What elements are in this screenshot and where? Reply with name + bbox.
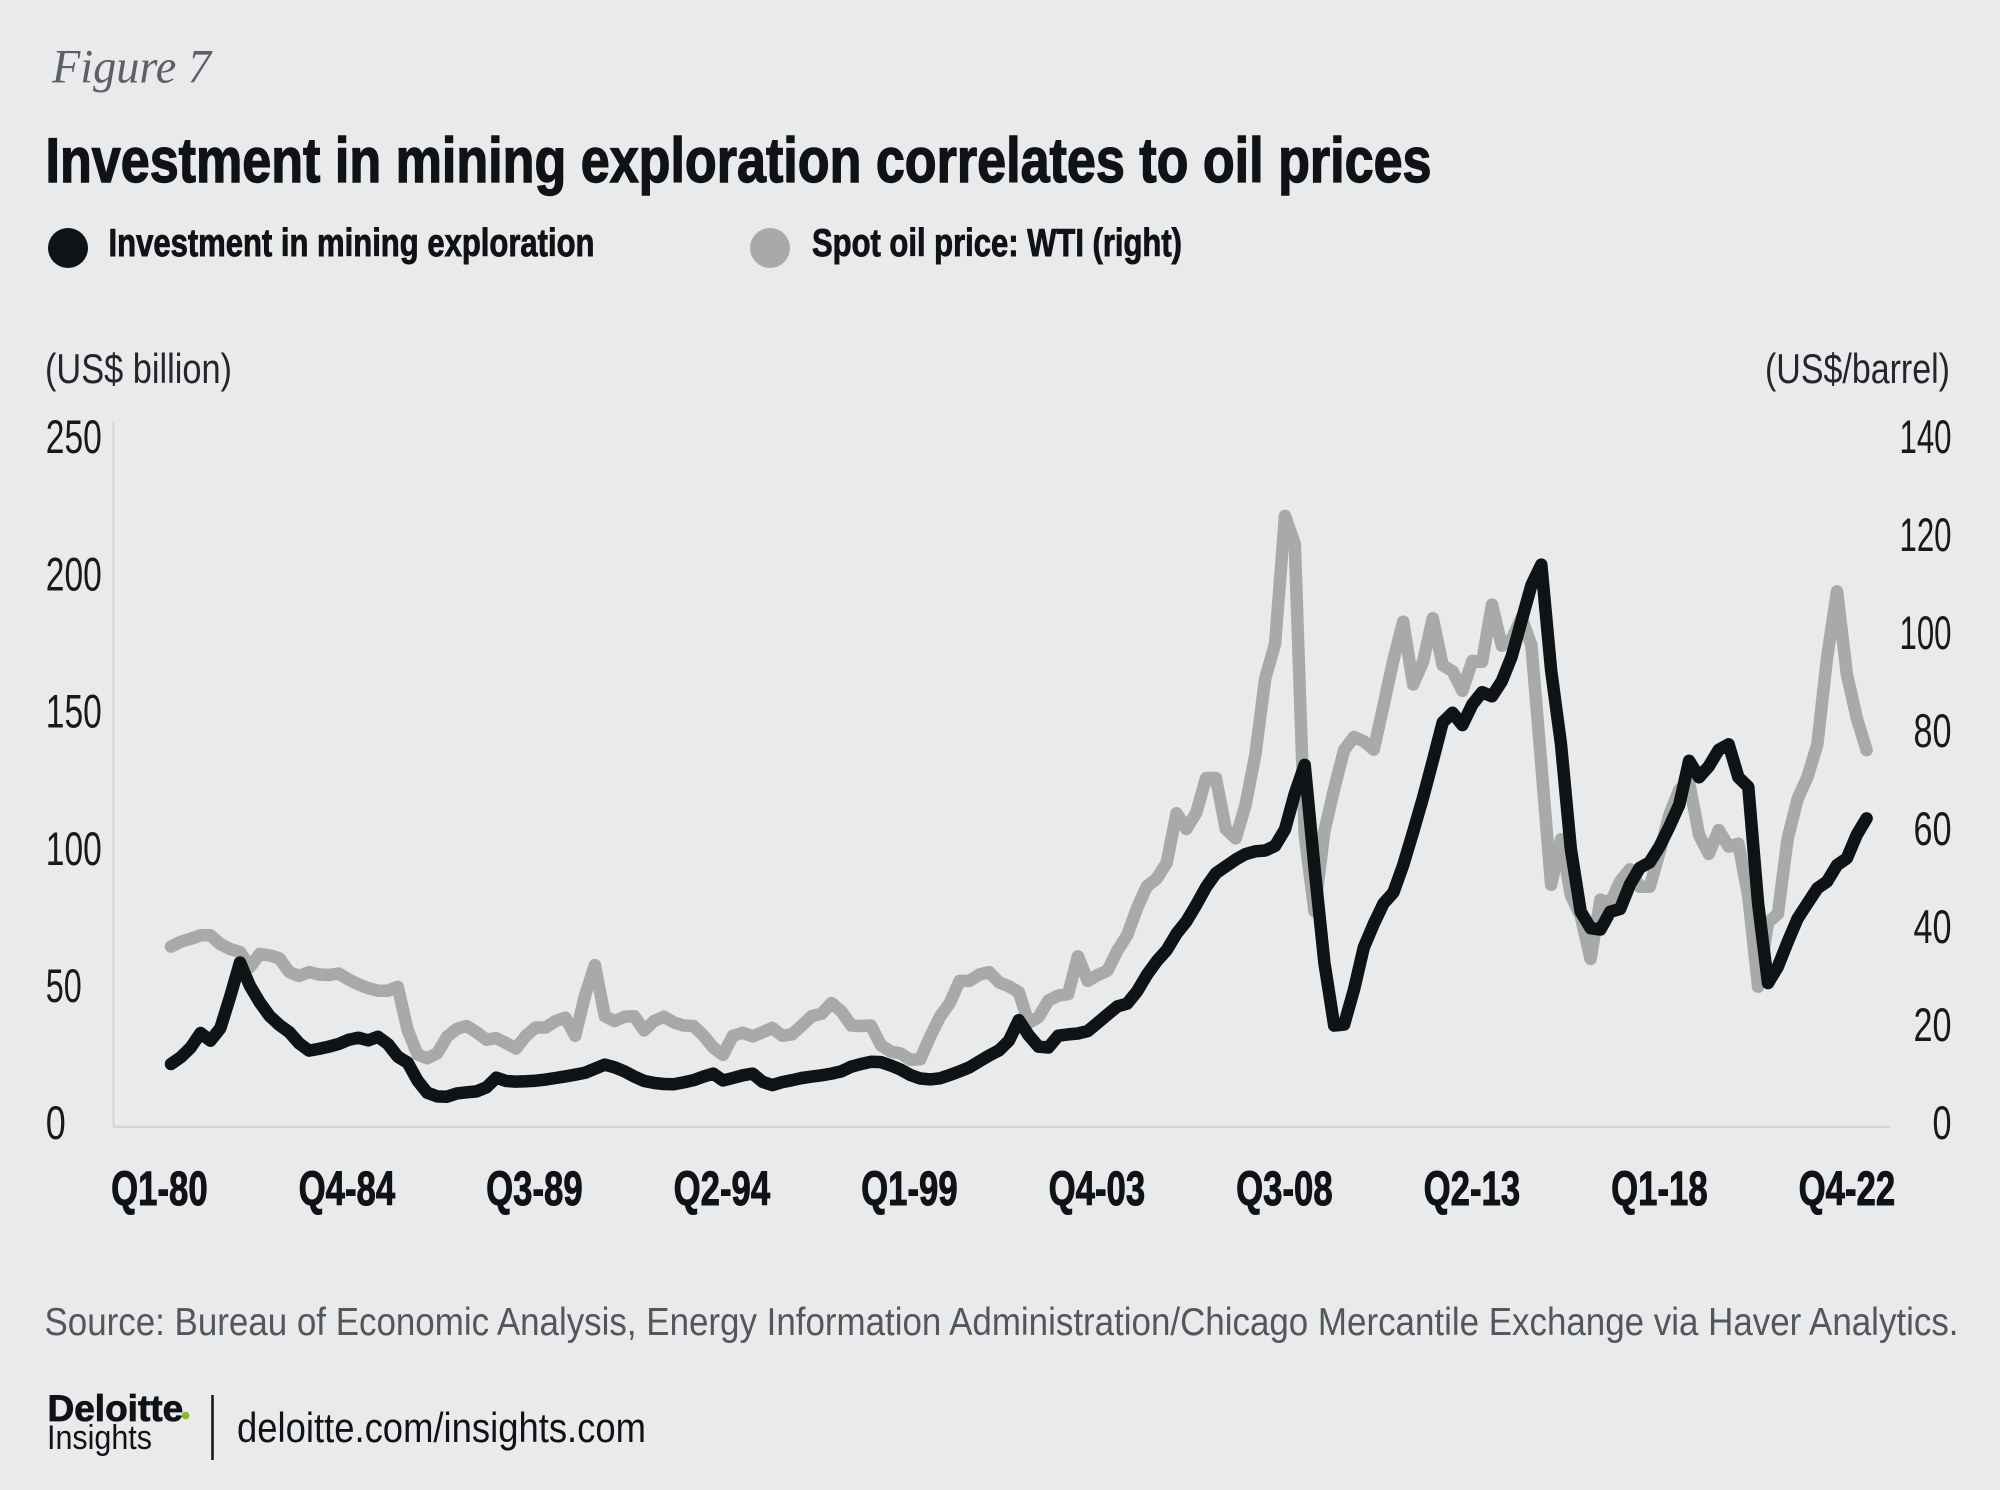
svg-text:50: 50 <box>46 959 82 1012</box>
svg-text:40: 40 <box>1914 900 1952 953</box>
svg-text:deloitte.com/insights.com: deloitte.com/insights.com <box>237 1404 646 1451</box>
svg-text:Source: Bureau of Economic Ana: Source: Bureau of Economic Analysis, Ene… <box>45 1301 1959 1344</box>
svg-text:Q2-94: Q2-94 <box>674 1163 771 1216</box>
svg-text:150: 150 <box>46 685 102 738</box>
svg-text:Q4-22: Q4-22 <box>1799 1163 1896 1216</box>
svg-text:(US$ billion): (US$ billion) <box>45 345 232 392</box>
svg-text:Q3-08: Q3-08 <box>1236 1163 1333 1216</box>
svg-text:Q3-89: Q3-89 <box>486 1163 583 1216</box>
svg-text:Q4-84: Q4-84 <box>299 1163 396 1216</box>
svg-text:Investment in mining explorati: Investment in mining exploration correla… <box>46 126 1432 196</box>
svg-text:Spot oil price: WTI (right): Spot oil price: WTI (right) <box>812 222 1182 265</box>
svg-text:120: 120 <box>1900 508 1952 561</box>
svg-text:Investment in mining explorati: Investment in mining exploration <box>109 222 595 265</box>
svg-text:Deloitte: Deloitte <box>48 1388 184 1429</box>
svg-text:Q1-80: Q1-80 <box>111 1163 208 1216</box>
svg-text:Q1-18: Q1-18 <box>1611 1163 1708 1216</box>
svg-text:Q4-03: Q4-03 <box>1049 1163 1146 1216</box>
svg-text:Figure 7: Figure 7 <box>51 41 213 94</box>
svg-text:Insights: Insights <box>47 1419 152 1457</box>
svg-text:0: 0 <box>1933 1096 1952 1149</box>
svg-text:140: 140 <box>1900 410 1952 463</box>
svg-text:100: 100 <box>1900 606 1952 659</box>
svg-text:60: 60 <box>1914 802 1952 855</box>
svg-text:Q1-99: Q1-99 <box>861 1163 958 1216</box>
svg-text:0: 0 <box>46 1096 66 1149</box>
svg-text:100: 100 <box>46 822 102 875</box>
svg-text:200: 200 <box>46 547 102 600</box>
svg-text:250: 250 <box>46 410 102 463</box>
svg-text:Q2-13: Q2-13 <box>1424 1163 1521 1216</box>
svg-text:80: 80 <box>1914 704 1952 757</box>
svg-text:(US$/barrel): (US$/barrel) <box>1765 345 1950 392</box>
svg-text:20: 20 <box>1914 998 1952 1051</box>
